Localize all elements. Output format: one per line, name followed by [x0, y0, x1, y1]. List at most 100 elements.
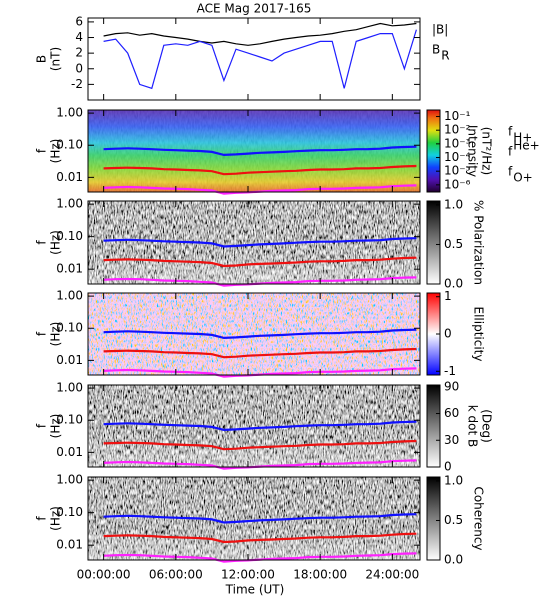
legend-subscript: H+ [513, 131, 532, 145]
colorbar-label: (Deg) [480, 409, 494, 443]
colorbar-tick-label: 30 [444, 433, 459, 447]
colorbar [426, 476, 441, 561]
legend-label: f [508, 165, 513, 179]
colorbar-tick-label: 0.5 [444, 237, 463, 251]
series-line [103, 256, 417, 268]
spectrogram-fade [88, 201, 420, 284]
y-axis-label: (Hz) [49, 506, 63, 531]
spectrogram-fade [88, 477, 420, 560]
y-tick-label: 0.01 [56, 445, 83, 459]
y-tick-label: 1.00 [56, 473, 83, 487]
y-tick-label: 1.00 [56, 197, 83, 211]
series-line [103, 164, 417, 176]
chart-title: ACE Mag 2017-165 [197, 2, 312, 16]
colorbar-tick-label: 0.5 [444, 513, 463, 527]
series-line [103, 513, 417, 524]
y-axis-label: (nT) [49, 47, 63, 71]
series-line [103, 420, 417, 432]
colorbar-tick-label: 0 [444, 327, 452, 341]
spectrogram-texture [88, 293, 420, 375]
colorbar [426, 109, 441, 193]
y-tick-label: 0.10 [56, 138, 83, 152]
x-tick-label: 24:00:00 [365, 568, 419, 582]
colorbar-label: % Polarization [472, 200, 486, 285]
y-tick-label: 0.10 [56, 413, 83, 427]
series-line [103, 328, 417, 340]
colorbar-tick-label: 1 [444, 289, 452, 303]
colorbar-tick-label: 0.0 [444, 277, 463, 291]
colorbar-tick-label: 0.0 [444, 553, 463, 567]
panel-frame [87, 292, 421, 376]
y-tick-label: 0.10 [56, 229, 83, 243]
panel-frame [87, 17, 421, 101]
legend-subscript: O+ [513, 171, 533, 185]
y-tick-label: 2 [75, 46, 83, 60]
x-tick-label: 06:00:00 [149, 568, 203, 582]
colorbar-label: k dot B [466, 405, 480, 447]
colorbar-tick-label: 1.0 [444, 197, 463, 211]
y-axis-label: f [35, 331, 49, 336]
y-axis-label: f [35, 423, 49, 428]
colorbar-label: Intensity [466, 125, 480, 177]
legend-subscript: R [441, 49, 449, 63]
y-axis-label: (Hz) [49, 322, 63, 347]
series-line [103, 145, 417, 157]
colorbar-tick-label: 10⁻² [444, 123, 471, 137]
colorbar-tick-label: 90 [444, 379, 459, 393]
panel-frame [87, 476, 421, 561]
colorbar-tick-label: 0 [444, 460, 452, 474]
colorbar-label: Coherency [472, 486, 486, 550]
colorbar-tick-label: -1 [444, 364, 456, 378]
series-line [103, 532, 417, 544]
series-line [103, 237, 417, 248]
y-tick-label: 0 [75, 61, 83, 75]
panel-frame [87, 384, 421, 468]
y-axis-label: f [35, 516, 49, 521]
series-line [103, 29, 417, 90]
colorbar-tick-label: 10⁻⁴ [444, 150, 471, 164]
legend-label: f [508, 125, 513, 139]
legend-label: f [508, 145, 513, 159]
colorbar-tick-label: 60 [444, 406, 459, 420]
x-axis-label: Time (UT) [225, 583, 285, 597]
y-tick-label: 0.01 [56, 353, 83, 367]
series-line [103, 439, 417, 451]
y-tick-label: -2 [71, 77, 83, 91]
y-axis-label: B [35, 55, 49, 63]
colorbar [426, 200, 441, 285]
colorbar-label: Ellipticity [472, 307, 486, 362]
legend-superscript: He+ [513, 139, 539, 153]
y-tick-label: 0.01 [56, 262, 83, 276]
y-tick-label: 1.00 [56, 289, 83, 303]
y-tick-label: 0.01 [56, 538, 83, 552]
y-tick-label: 6 [75, 14, 83, 28]
x-tick-label: 12:00:00 [221, 568, 275, 582]
panel-frame [87, 200, 421, 285]
y-axis-label: (Hz) [49, 414, 63, 439]
panel-frame [87, 109, 421, 193]
y-axis-label: (Hz) [49, 230, 63, 255]
y-tick-label: 1.00 [56, 381, 83, 395]
y-tick-label: 4 [75, 30, 83, 44]
colorbar [426, 384, 441, 468]
legend-label: B [432, 43, 440, 57]
colorbar-tick-label: 10⁻⁶ [444, 177, 471, 191]
legend-label: |B| [432, 23, 448, 37]
y-tick-label: 0.10 [56, 505, 83, 519]
y-tick-label: 1.00 [56, 106, 83, 120]
x-tick-label: 00:00:00 [77, 568, 131, 582]
colorbar-tick-label: 1.0 [444, 473, 463, 487]
y-axis-label: (Hz) [49, 139, 63, 164]
x-tick-label: 18:00:00 [293, 568, 347, 582]
series-line [103, 347, 417, 359]
y-axis-label: f [35, 240, 49, 245]
y-tick-label: 0.10 [56, 321, 83, 335]
y-axis-label: f [35, 148, 49, 153]
spectrogram-fade [88, 385, 420, 467]
spectrogram-texture [88, 110, 420, 192]
y-tick-label: 0.01 [56, 170, 83, 184]
colorbar-tick-label: 10⁻⁵ [444, 164, 471, 178]
colorbar-tick-label: 10⁻³ [444, 136, 471, 150]
series-line [103, 22, 417, 46]
